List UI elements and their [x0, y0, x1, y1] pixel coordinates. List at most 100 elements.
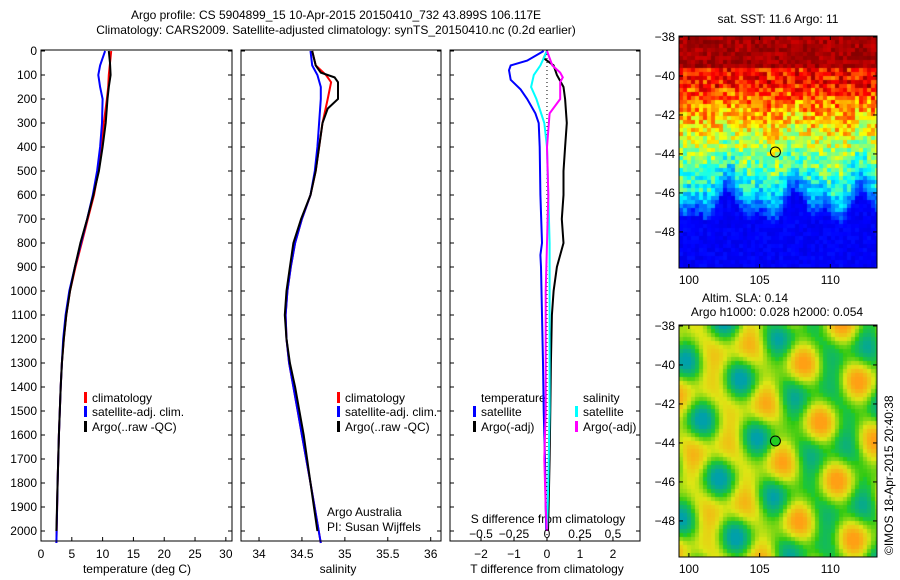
- legend-title-temperature: temperature: [481, 391, 546, 405]
- legend-label: Argo(..raw -QC): [92, 420, 177, 434]
- lat-tick-label: −38: [655, 30, 676, 44]
- legend-swatch-argo: [84, 421, 87, 432]
- legend-label: satellite: [481, 405, 522, 419]
- x-tick-label: 30: [219, 547, 233, 561]
- y-tick-label: 100: [17, 68, 37, 82]
- y-tick-label: 1600: [10, 428, 37, 442]
- figure-title: Argo profile: CS 5904899_15 10-Apr-2015 …: [131, 8, 541, 22]
- y-tick-label: 1700: [10, 452, 37, 466]
- sst-map-title: sat. SST: 11.6 Argo: 11: [718, 12, 839, 26]
- x-tick-label: 0: [38, 547, 45, 561]
- lon-tick-label: 100: [679, 562, 699, 576]
- series-line-t-satellite: [507, 50, 548, 532]
- legend-label: Argo(-adj): [481, 420, 534, 434]
- lon-tick-label: 110: [821, 273, 840, 287]
- lat-tick-label: −40: [655, 69, 676, 83]
- series-line-satellite-adj-clim-: [284, 50, 322, 544]
- legend-label: satellite-adj. clim.: [92, 405, 184, 419]
- s-tick-label: −0.25: [499, 527, 530, 541]
- legend-swatch-satellite: [337, 406, 340, 417]
- legend-swatch-t-satellite: [473, 406, 476, 417]
- x-tick-label: 25: [188, 547, 202, 561]
- x-tick-label: 15: [127, 547, 141, 561]
- x-tick-label: −2: [474, 547, 488, 561]
- difference-legend: temperature satellite Argo(-adj) salinit…: [473, 391, 636, 434]
- legend-label: satellite: [583, 405, 624, 419]
- x-tick-label: 10: [96, 547, 110, 561]
- lat-tick-label: −44: [655, 147, 676, 161]
- series-line-argo-raw-qc-: [283, 50, 339, 532]
- y-tick-label: 900: [17, 260, 37, 274]
- legend-swatch-argo: [337, 421, 340, 432]
- y-tick-label: 700: [17, 212, 37, 226]
- x-tick-label: 1: [577, 547, 584, 561]
- y-tick-label: 1300: [10, 356, 37, 370]
- legend-swatch-climatology: [84, 392, 87, 403]
- legend-label: Argo(-adj): [583, 420, 636, 434]
- x-tick-label: −1: [507, 547, 521, 561]
- y-tick-label: 500: [17, 164, 37, 178]
- s-tick-label: 0: [544, 527, 551, 541]
- temperature-xlabel: temperature (deg C): [83, 562, 191, 576]
- x-tick-label: 5: [68, 547, 75, 561]
- map-frame: [678, 324, 878, 558]
- x-tick-label: 20: [158, 547, 172, 561]
- y-tick-label: 300: [17, 116, 37, 130]
- s-tick-label: 0.5: [605, 527, 622, 541]
- y-tick-label: 600: [17, 188, 37, 202]
- y-tick-label: 800: [17, 236, 37, 250]
- x-tick-label: 35: [338, 547, 352, 561]
- legend-title-salinity: salinity: [583, 391, 620, 405]
- y-tick-label: 1900: [10, 500, 37, 514]
- lat-tick-label: −48: [655, 514, 676, 528]
- y-tick-label: 1200: [10, 332, 37, 346]
- t-difference-xlabel: T difference from climatology: [470, 562, 624, 576]
- y-tick-label: 1000: [10, 284, 37, 298]
- x-tick-label: 0: [544, 547, 551, 561]
- salinity-xlabel: salinity: [320, 562, 357, 576]
- figure-subtitle: Climatology: CARS2009. Satellite-adjuste…: [96, 23, 576, 37]
- x-tick-label: 36: [424, 547, 438, 561]
- lat-tick-label: −42: [655, 397, 676, 411]
- lat-tick-label: −40: [655, 358, 676, 372]
- y-tick-label: 1400: [10, 380, 37, 394]
- lat-tick-label: −48: [655, 225, 676, 239]
- sst-map-image: [679, 36, 877, 268]
- annotation-argo-australia: Argo Australia: [327, 505, 402, 519]
- x-tick-label: 34.5: [290, 547, 314, 561]
- legend-swatch-s-satellite: [575, 406, 578, 417]
- legend-label: Argo(..raw -QC): [345, 420, 430, 434]
- y-tick-label: 2000: [10, 524, 37, 538]
- lon-tick-label: 100: [679, 273, 699, 287]
- imos-credit: ©IMOS 18-Apr-2015 20:40:38: [882, 395, 896, 555]
- map-frame: [678, 35, 878, 269]
- lon-tick-label: 105: [750, 273, 770, 287]
- lat-tick-label: −42: [655, 108, 676, 122]
- legend-label: climatology: [345, 391, 405, 405]
- legend-swatch-satellite: [84, 406, 87, 417]
- y-tick-label: 1800: [10, 476, 37, 490]
- lat-tick-label: −44: [655, 436, 676, 450]
- legend-swatch-s-argo: [575, 421, 578, 432]
- temperature-legend: climatology satellite-adj. clim. Argo(..…: [84, 391, 184, 434]
- argo-location-marker: [769, 146, 781, 158]
- lat-tick-label: −46: [655, 475, 676, 489]
- legend-label: satellite-adj. clim.: [345, 405, 437, 419]
- y-tick-label: 200: [17, 92, 37, 106]
- plot-frame: [240, 49, 442, 542]
- argo-location-marker: [769, 435, 781, 447]
- y-tick-label: 1500: [10, 404, 37, 418]
- lon-tick-label: 105: [750, 562, 770, 576]
- y-tick-label: 1100: [11, 308, 37, 322]
- plot-frame: [40, 49, 233, 542]
- legend-swatch-climatology: [337, 392, 340, 403]
- salinity-legend: climatology satellite-adj. clim. Argo(..…: [337, 391, 437, 434]
- plot-frame: [449, 49, 641, 542]
- s-tick-label: 0.25: [568, 527, 592, 541]
- series-line-s-argo-adj-: [543, 50, 564, 532]
- x-tick-label: 34: [252, 547, 266, 561]
- series-line-argo-raw-qc-: [55, 50, 112, 532]
